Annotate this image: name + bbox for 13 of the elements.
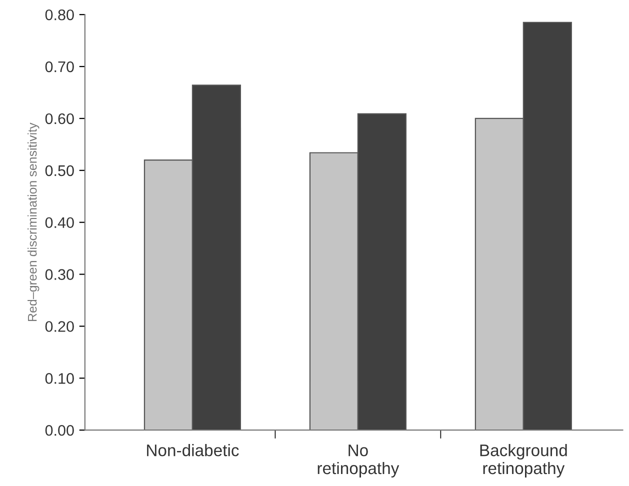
y-tick-label: 0.80 (45, 9, 74, 20)
y-tick-label: 0.30 (45, 269, 74, 280)
y-tick-label: 0.20 (45, 321, 74, 332)
y-tick-label: 0.50 (45, 165, 74, 176)
y-tick-label: 0.70 (45, 61, 74, 72)
y-tick-label: 0.60 (45, 113, 74, 124)
y-tick-label: 0.00 (45, 424, 74, 436)
y-axis-title: Red–green discrimination sensitivity (28, 122, 40, 322)
y-tick-label: 0.10 (45, 373, 74, 384)
x-tick-label: Non-diabetic (147, 444, 239, 456)
x-tick-label: No retinopathy (318, 444, 400, 478)
x-tick-label: Background retinopathy (480, 444, 567, 478)
y-tick-label: 0.40 (45, 217, 74, 228)
